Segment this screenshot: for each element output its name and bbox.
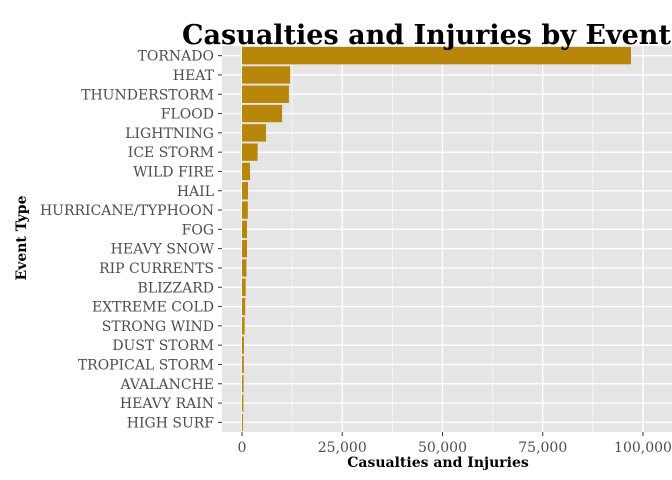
bar-heat bbox=[242, 66, 291, 84]
x-tick-label: 50,000 bbox=[418, 440, 467, 456]
bar-dust-storm bbox=[242, 336, 244, 354]
bar-lightning bbox=[242, 124, 267, 142]
plot-panel bbox=[222, 46, 672, 432]
bar-tornado bbox=[242, 46, 631, 65]
bar-heavy-snow bbox=[242, 239, 248, 258]
y-tick-label: HEAVY RAIN bbox=[120, 396, 214, 412]
x-tick-label: 25,000 bbox=[318, 440, 367, 456]
chart-title: Casualties and Injuries by Event Type bbox=[182, 20, 672, 51]
y-tick-label: FLOOD bbox=[161, 107, 214, 123]
y-tick-label: AVALANCHE bbox=[120, 377, 214, 393]
y-tick-label: HAIL bbox=[177, 184, 214, 200]
y-tick-label: THUNDERSTORM bbox=[81, 87, 214, 103]
x-axis-title: Casualties and Injuries bbox=[347, 455, 529, 471]
y-tick-label: BLIZZARD bbox=[138, 280, 214, 296]
y-tick-label: STRONG WIND bbox=[102, 319, 214, 335]
bar-rip-currents bbox=[242, 259, 247, 277]
y-tick-label: HEAT bbox=[173, 68, 215, 84]
bar-extreme-cold bbox=[242, 297, 246, 316]
y-tick-label: LIGHTNING bbox=[125, 126, 214, 142]
y-tick-label: FOG bbox=[182, 222, 214, 238]
x-tick-label: 100,000 bbox=[614, 440, 672, 456]
bar-hurricane-typhoon bbox=[242, 201, 248, 219]
y-axis: TORNADO HEAT THUNDERSTORM FLOOD LIGHTNING ICE… bbox=[40, 49, 222, 431]
bar-blizzard bbox=[242, 278, 246, 296]
y-tick-label: HURRICANE/TYPHOON bbox=[40, 203, 214, 219]
bar-heavy-rain bbox=[242, 394, 244, 412]
y-axis-title: Event Type bbox=[14, 195, 30, 280]
bar-hail bbox=[242, 182, 249, 200]
bar-tropical-storm bbox=[242, 355, 244, 374]
bar-avalanche bbox=[242, 375, 244, 393]
y-tick-label: TROPICAL STORM bbox=[78, 357, 214, 373]
bar-flood bbox=[242, 104, 283, 123]
bar-high-surf bbox=[242, 413, 244, 432]
y-tick-label: TORNADO bbox=[138, 49, 214, 65]
bar-ice-storm bbox=[242, 143, 258, 161]
y-tick-label: HEAVY SNOW bbox=[111, 242, 215, 258]
y-tick-label: EXTREME COLD bbox=[92, 300, 214, 316]
bars bbox=[242, 46, 631, 432]
x-axis: 0 25,000 50,000 75,000 100,000 bbox=[238, 432, 672, 456]
bar-fog bbox=[242, 220, 248, 239]
y-tick-label: WILD FIRE bbox=[133, 164, 214, 180]
bar-strong-wind bbox=[242, 317, 245, 335]
x-tick-label: 0 bbox=[238, 440, 247, 456]
grid-lines bbox=[222, 46, 672, 432]
bar-thunderstorm bbox=[242, 85, 289, 103]
y-tick-label: ICE STORM bbox=[128, 145, 214, 161]
y-tick-label: DUST STORM bbox=[112, 338, 214, 354]
x-tick-label: 75,000 bbox=[518, 440, 567, 456]
bar-wild-fire bbox=[242, 162, 251, 181]
y-tick-label: RIP CURRENTS bbox=[99, 261, 214, 277]
y-tick-label: HIGH SURF bbox=[127, 415, 215, 431]
